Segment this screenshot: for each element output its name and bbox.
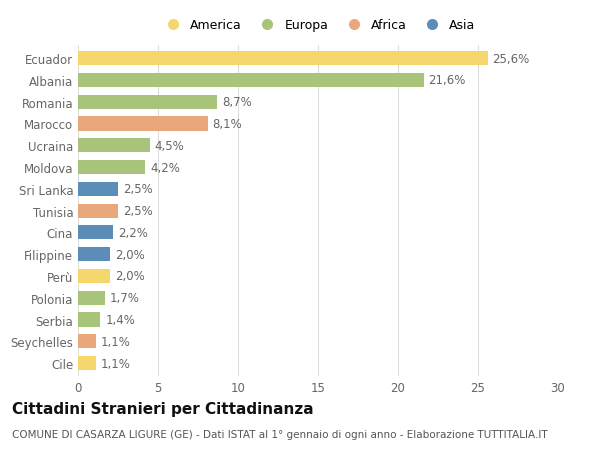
- Text: 2,0%: 2,0%: [115, 248, 145, 261]
- Text: 25,6%: 25,6%: [493, 52, 530, 66]
- Text: 1,4%: 1,4%: [105, 313, 135, 326]
- Text: 1,1%: 1,1%: [100, 335, 130, 348]
- Bar: [78, 182, 118, 196]
- Bar: [78, 117, 208, 131]
- Text: 1,7%: 1,7%: [110, 291, 140, 305]
- Bar: [78, 52, 488, 66]
- Bar: [78, 73, 424, 88]
- Bar: [78, 356, 95, 370]
- Text: 8,1%: 8,1%: [212, 118, 242, 131]
- Bar: [78, 204, 118, 218]
- Text: 21,6%: 21,6%: [428, 74, 466, 87]
- Text: COMUNE DI CASARZA LIGURE (GE) - Dati ISTAT al 1° gennaio di ogni anno - Elaboraz: COMUNE DI CASARZA LIGURE (GE) - Dati IST…: [12, 429, 548, 439]
- Text: 8,7%: 8,7%: [222, 96, 252, 109]
- Bar: [78, 226, 113, 240]
- Text: 2,5%: 2,5%: [123, 205, 152, 218]
- Text: 1,1%: 1,1%: [100, 357, 130, 370]
- Text: 2,0%: 2,0%: [115, 270, 145, 283]
- Bar: [78, 291, 105, 305]
- Text: 4,5%: 4,5%: [155, 140, 185, 152]
- Bar: [78, 335, 95, 349]
- Text: Cittadini Stranieri per Cittadinanza: Cittadini Stranieri per Cittadinanza: [12, 402, 314, 417]
- Text: 4,2%: 4,2%: [150, 161, 180, 174]
- Bar: [78, 161, 145, 175]
- Text: 2,2%: 2,2%: [118, 226, 148, 239]
- Bar: [78, 313, 100, 327]
- Bar: [78, 139, 150, 153]
- Bar: [78, 269, 110, 284]
- Legend: America, Europa, Africa, Asia: America, Europa, Africa, Asia: [160, 19, 476, 32]
- Bar: [78, 95, 217, 110]
- Text: 2,5%: 2,5%: [123, 183, 152, 196]
- Bar: [78, 247, 110, 262]
